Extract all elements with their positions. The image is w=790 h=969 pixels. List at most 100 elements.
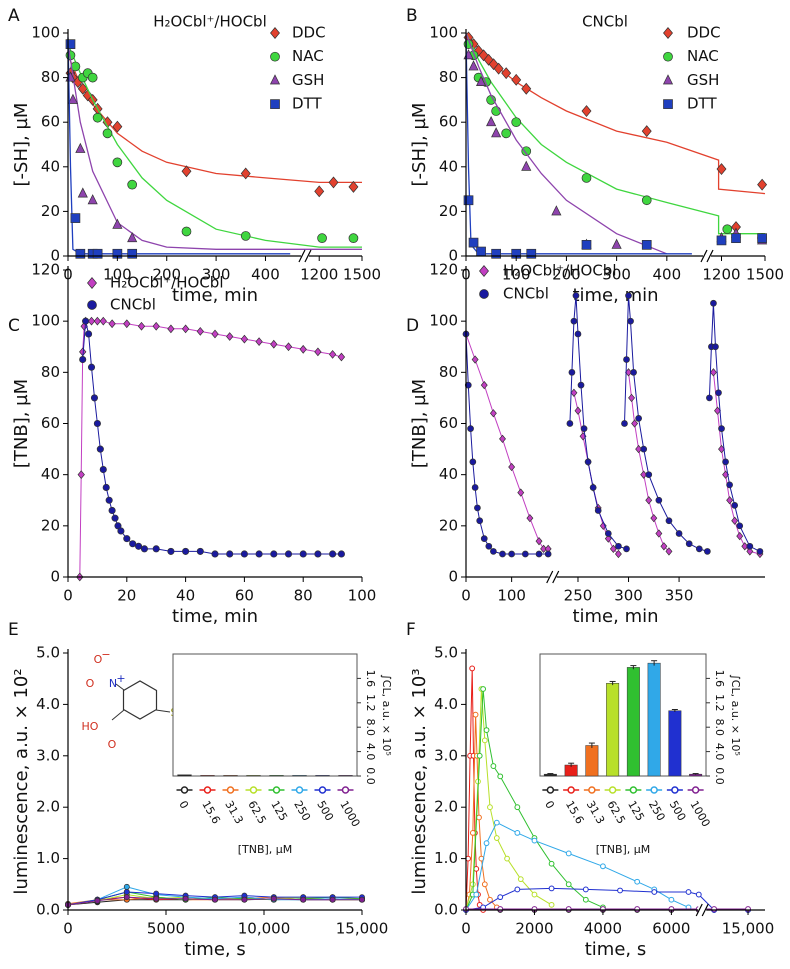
axis-break-gap [548,571,557,583]
marker [581,105,592,117]
marker [211,550,219,558]
marker [695,545,703,553]
axis-break-gap [702,250,711,262]
legend-marker [567,786,575,794]
marker [92,112,103,123]
fit-curve [67,43,362,248]
structure-atom: O [86,677,95,690]
marker [471,355,479,364]
marker [634,906,641,912]
inset-y-tick-label: 4.0 [364,743,377,761]
inset-frame [172,653,358,777]
marker [712,343,719,351]
x-tick-label: 80 [294,587,313,605]
legend-marker [180,786,189,794]
y-axis-label: [-SH], µM [11,103,32,187]
marker [581,240,592,250]
marker [314,185,325,198]
y-tick-label: 80 [41,68,60,86]
marker [270,339,278,349]
marker [756,548,764,555]
marker [167,324,175,334]
legend-marker [588,786,596,794]
marker [709,368,717,377]
marker [87,194,98,205]
structure-atom: O [94,653,103,666]
marker [99,316,107,326]
y-tick-label: 60 [439,113,458,131]
structure-atom: O [108,738,117,751]
marker [65,39,76,50]
bar [223,775,238,777]
marker [270,27,280,39]
x-tick-label: 20 [117,587,136,605]
marker [469,830,476,836]
x-tick-label: 0 [63,920,73,938]
marker [480,686,487,692]
y-tick-label: 4.0 [36,695,60,713]
marker [531,891,538,898]
marker [476,752,483,759]
inset-x-tick-label: 1000 [337,799,362,830]
marker [485,542,493,550]
marker [574,330,582,338]
x-tick-label: 6000 [652,920,690,938]
marker [665,517,673,525]
y-tick-label: 60 [41,113,60,131]
y-tick-label: 0 [448,247,458,265]
bond [115,683,125,691]
inset-x-tick-label: 125 [625,799,647,824]
marker [483,53,494,66]
marker [481,881,488,888]
marker [108,506,116,515]
marker [544,550,552,558]
y-tick-label: 2.0 [36,798,60,816]
panel-letter: A [8,6,20,26]
marker [521,82,532,95]
axis-break [546,570,554,584]
marker [548,885,555,892]
legend-label: CNCbl [110,296,156,314]
marker [627,317,634,325]
y-tick-label: 100 [31,312,60,330]
marker [508,550,515,558]
marker [685,889,692,895]
bar [338,775,353,777]
y-tick-label: 1.0 [36,849,60,867]
marker [497,773,504,780]
inset-y-tick-label: 4.0 [713,743,726,761]
marker [181,165,192,178]
marker [94,897,101,904]
inset-x-tick-label: 62.5 [604,799,628,827]
y-tick-label: 0 [50,568,60,586]
marker [93,419,101,428]
marker [75,142,86,153]
bar [647,662,661,777]
y-tick-label: 1.0 [434,849,458,867]
marker [631,419,639,428]
marker [472,711,479,718]
marker [491,248,501,259]
marker [650,514,658,523]
marker [731,502,739,509]
inset-y-tick-label: 0.0 [713,767,726,785]
inset-x-tick-label: 0 [542,799,557,812]
marker [499,434,506,443]
marker [757,178,768,191]
marker [710,299,717,307]
series-line [465,887,748,911]
marker [504,855,510,862]
marker [314,347,322,357]
y-tick-label: 20 [41,202,60,220]
x-tick-label: 10,000 [238,920,291,938]
x-tick-label: 350 [665,587,694,605]
marker [93,316,102,326]
marker [481,737,488,744]
marker [526,248,537,259]
legend-label: NAC [292,47,324,65]
marker [152,545,160,553]
bar [246,775,261,777]
marker [630,368,637,376]
panel-letter: D [406,316,419,336]
legend-marker [341,786,350,794]
